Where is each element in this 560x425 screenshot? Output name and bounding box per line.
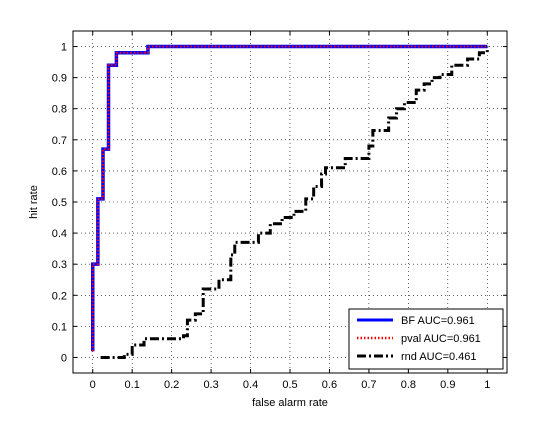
y-tick-label: 0.5 [52,197,67,209]
y-axis-label: hit rate [28,185,40,219]
x-tick-label: 1 [484,379,490,391]
legend: BF AUC=0.961 pval AUC=0.961 rnd AUC=0.46… [348,308,504,370]
y-tick-label: 0.8 [52,104,67,116]
x-tick-label: 0.4 [243,379,258,391]
ticks: 0 0.1 0.2 0.3 0.4 0.5 0.6 0.7 0.8 0.9 1 0 0.1 0.2 0.3 0… [52,31,507,391]
x-tick-label: 0.2 [164,379,179,391]
legend-label-bf: BF AUC=0.961 [401,315,475,327]
x-tick-label: 0.6 [322,379,337,391]
series-layer [90,44,489,359]
x-tick-label: 0.7 [361,379,376,391]
y-tick-label: 0.6 [52,166,67,178]
y-tick-label: 0 [61,352,67,364]
y-tick-label: 0.1 [52,321,67,333]
legend-label-pval: pval AUC=0.961 [401,333,481,345]
pval-curve [91,45,488,352]
y-tick-label: 0.9 [52,73,67,85]
x-tick-label: 0.8 [401,379,416,391]
rnd-curve [100,46,489,359]
y-tick-label: 0.2 [52,290,67,302]
y-tick-label: 1 [61,42,67,54]
y-tick-label: 0.4 [52,228,67,240]
y-tick-label: 0.3 [52,259,67,271]
x-tick-label: 0.3 [203,379,218,391]
x-axis-label: false alarm rate [252,397,328,409]
x-tick-label: 0.1 [125,379,140,391]
x-tick-label: 0.5 [282,379,297,391]
x-tick-label: 0 [90,379,96,391]
y-tick-label: 0.7 [52,135,67,147]
legend-label-rnd: rnd AUC=0.461 [401,351,477,363]
x-tick-label: 0.9 [440,379,455,391]
